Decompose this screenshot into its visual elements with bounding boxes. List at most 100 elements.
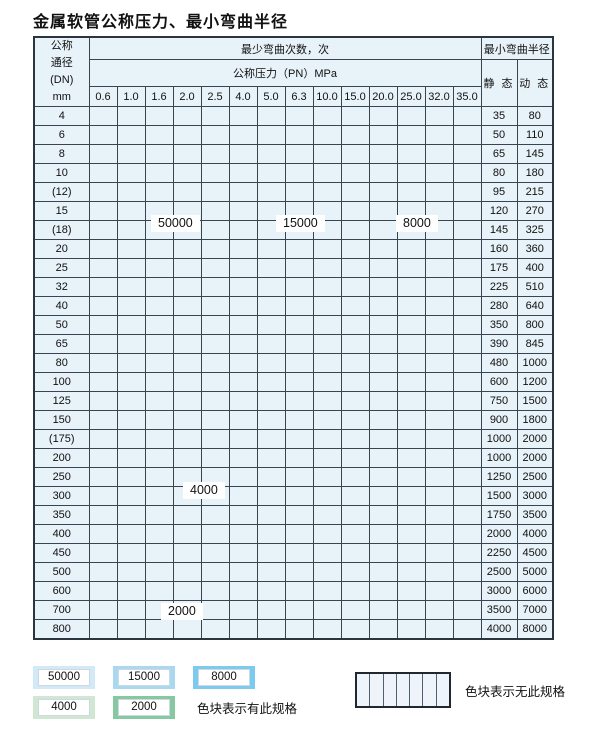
dn-cell: 100 <box>33 372 90 392</box>
spec-cell <box>312 467 342 487</box>
pressure-col-header: 1.6 <box>144 86 174 107</box>
static-radius-cell: 900 <box>480 410 518 430</box>
spec-cell <box>424 182 454 202</box>
spec-cell <box>340 467 370 487</box>
spec-cell <box>256 429 286 449</box>
spec-cell <box>88 163 118 183</box>
static-radius-cell: 3500 <box>480 600 518 620</box>
spec-cell <box>172 619 202 640</box>
spec-cell <box>88 277 118 297</box>
spec-cell <box>88 106 118 126</box>
spec-cell <box>116 106 146 126</box>
dn-cell: 50 <box>33 315 90 335</box>
spec-cell <box>256 410 286 430</box>
no-spec-label: 色块表示无此规格 <box>465 684 566 699</box>
table-row: 8 65 145 <box>33 144 554 164</box>
spec-cell <box>256 296 286 316</box>
dn-cell: 450 <box>33 543 90 563</box>
spec-cell <box>144 448 174 468</box>
table-row: 100 600 1200 <box>33 372 554 392</box>
spec-cell <box>116 296 146 316</box>
dynamic-radius-cell: 215 <box>516 182 554 202</box>
dn-cell: 10 <box>33 163 90 183</box>
spec-cell <box>172 581 202 601</box>
dynamic-radius-cell: 270 <box>516 201 554 221</box>
spec-cell <box>284 562 314 582</box>
static-radius-cell: 2000 <box>480 524 518 544</box>
spec-cell <box>228 372 258 392</box>
spec-cell <box>256 353 286 373</box>
spec-cell <box>312 334 342 354</box>
legend-no-spec: 色块表示无此规格 <box>355 672 565 708</box>
spec-cell <box>88 543 118 563</box>
spec-cell <box>256 258 286 278</box>
spec-cell <box>256 391 286 411</box>
spec-cell <box>172 239 202 259</box>
spec-cell <box>116 467 146 487</box>
static-radius-cell: 65 <box>480 144 518 164</box>
spec-cell <box>228 353 258 373</box>
spec-cell <box>396 524 426 544</box>
spec-cell <box>228 619 258 640</box>
table-row: 450 2250 4500 <box>33 543 554 563</box>
spec-cell <box>284 524 314 544</box>
spec-cell <box>340 258 370 278</box>
header-dn-line-1: 通径 <box>50 57 73 69</box>
static-radius-cell: 2250 <box>480 543 518 563</box>
dn-cell: (175) <box>33 429 90 449</box>
spec-cell <box>368 467 398 487</box>
dn-cell: 4 <box>33 106 90 126</box>
dn-cell: 8 <box>33 144 90 164</box>
spec-cell <box>424 353 454 373</box>
spec-cell <box>424 315 454 335</box>
spec-cell <box>452 334 482 354</box>
spec-cell <box>368 277 398 297</box>
spec-cell <box>88 125 118 145</box>
header-dn: 公称 通径 (DN) mm <box>33 36 90 107</box>
dn-cell: 80 <box>33 353 90 373</box>
spec-cell <box>452 600 482 620</box>
callout-label: 4000 <box>183 482 225 499</box>
static-radius-cell: 1500 <box>480 486 518 506</box>
spec-cell <box>116 239 146 259</box>
table-header: 公称 通径 (DN) mm 最少弯曲次数，次 最小弯曲半径 公称压力（PN）MP… <box>33 36 554 107</box>
table-row: 4 35 80 <box>33 106 554 126</box>
callout-label: 8000 <box>396 215 438 232</box>
header-bend-count: 最少弯曲次数，次 <box>88 36 482 60</box>
spec-cell <box>116 125 146 145</box>
spec-cell <box>284 163 314 183</box>
dn-cell: 32 <box>33 277 90 297</box>
header-static: 静 态 <box>480 59 518 107</box>
spec-cell <box>312 410 342 430</box>
spec-cell <box>396 315 426 335</box>
spec-cell <box>116 429 146 449</box>
spec-cell <box>172 391 202 411</box>
spec-cell <box>172 543 202 563</box>
spec-cell <box>172 372 202 392</box>
spec-cell <box>452 182 482 202</box>
pressure-col-header: 10.0 <box>312 86 342 107</box>
header-dynamic: 动 态 <box>516 59 554 107</box>
table-row: (175) 1000 2000 <box>33 429 554 449</box>
static-radius-cell: 145 <box>480 220 518 240</box>
table-row: 700 3500 7000 <box>33 600 554 620</box>
dynamic-radius-cell: 8000 <box>516 619 554 640</box>
spec-cell <box>396 410 426 430</box>
spec-cell <box>144 353 174 373</box>
spec-cell <box>200 163 230 183</box>
spec-cell <box>340 600 370 620</box>
spec-cell <box>452 277 482 297</box>
spec-cell <box>452 410 482 430</box>
spec-cell <box>424 543 454 563</box>
spec-cell <box>396 372 426 392</box>
spec-cell <box>340 125 370 145</box>
spec-cell <box>340 353 370 373</box>
spec-cell <box>256 144 286 164</box>
spec-cell <box>340 448 370 468</box>
legend-swatch-label: 50000 <box>38 668 90 686</box>
spec-cell <box>144 334 174 354</box>
spec-cell <box>452 486 482 506</box>
spec-cell <box>88 372 118 392</box>
spec-cell <box>116 524 146 544</box>
legend-swatch: 4000 <box>33 695 95 719</box>
